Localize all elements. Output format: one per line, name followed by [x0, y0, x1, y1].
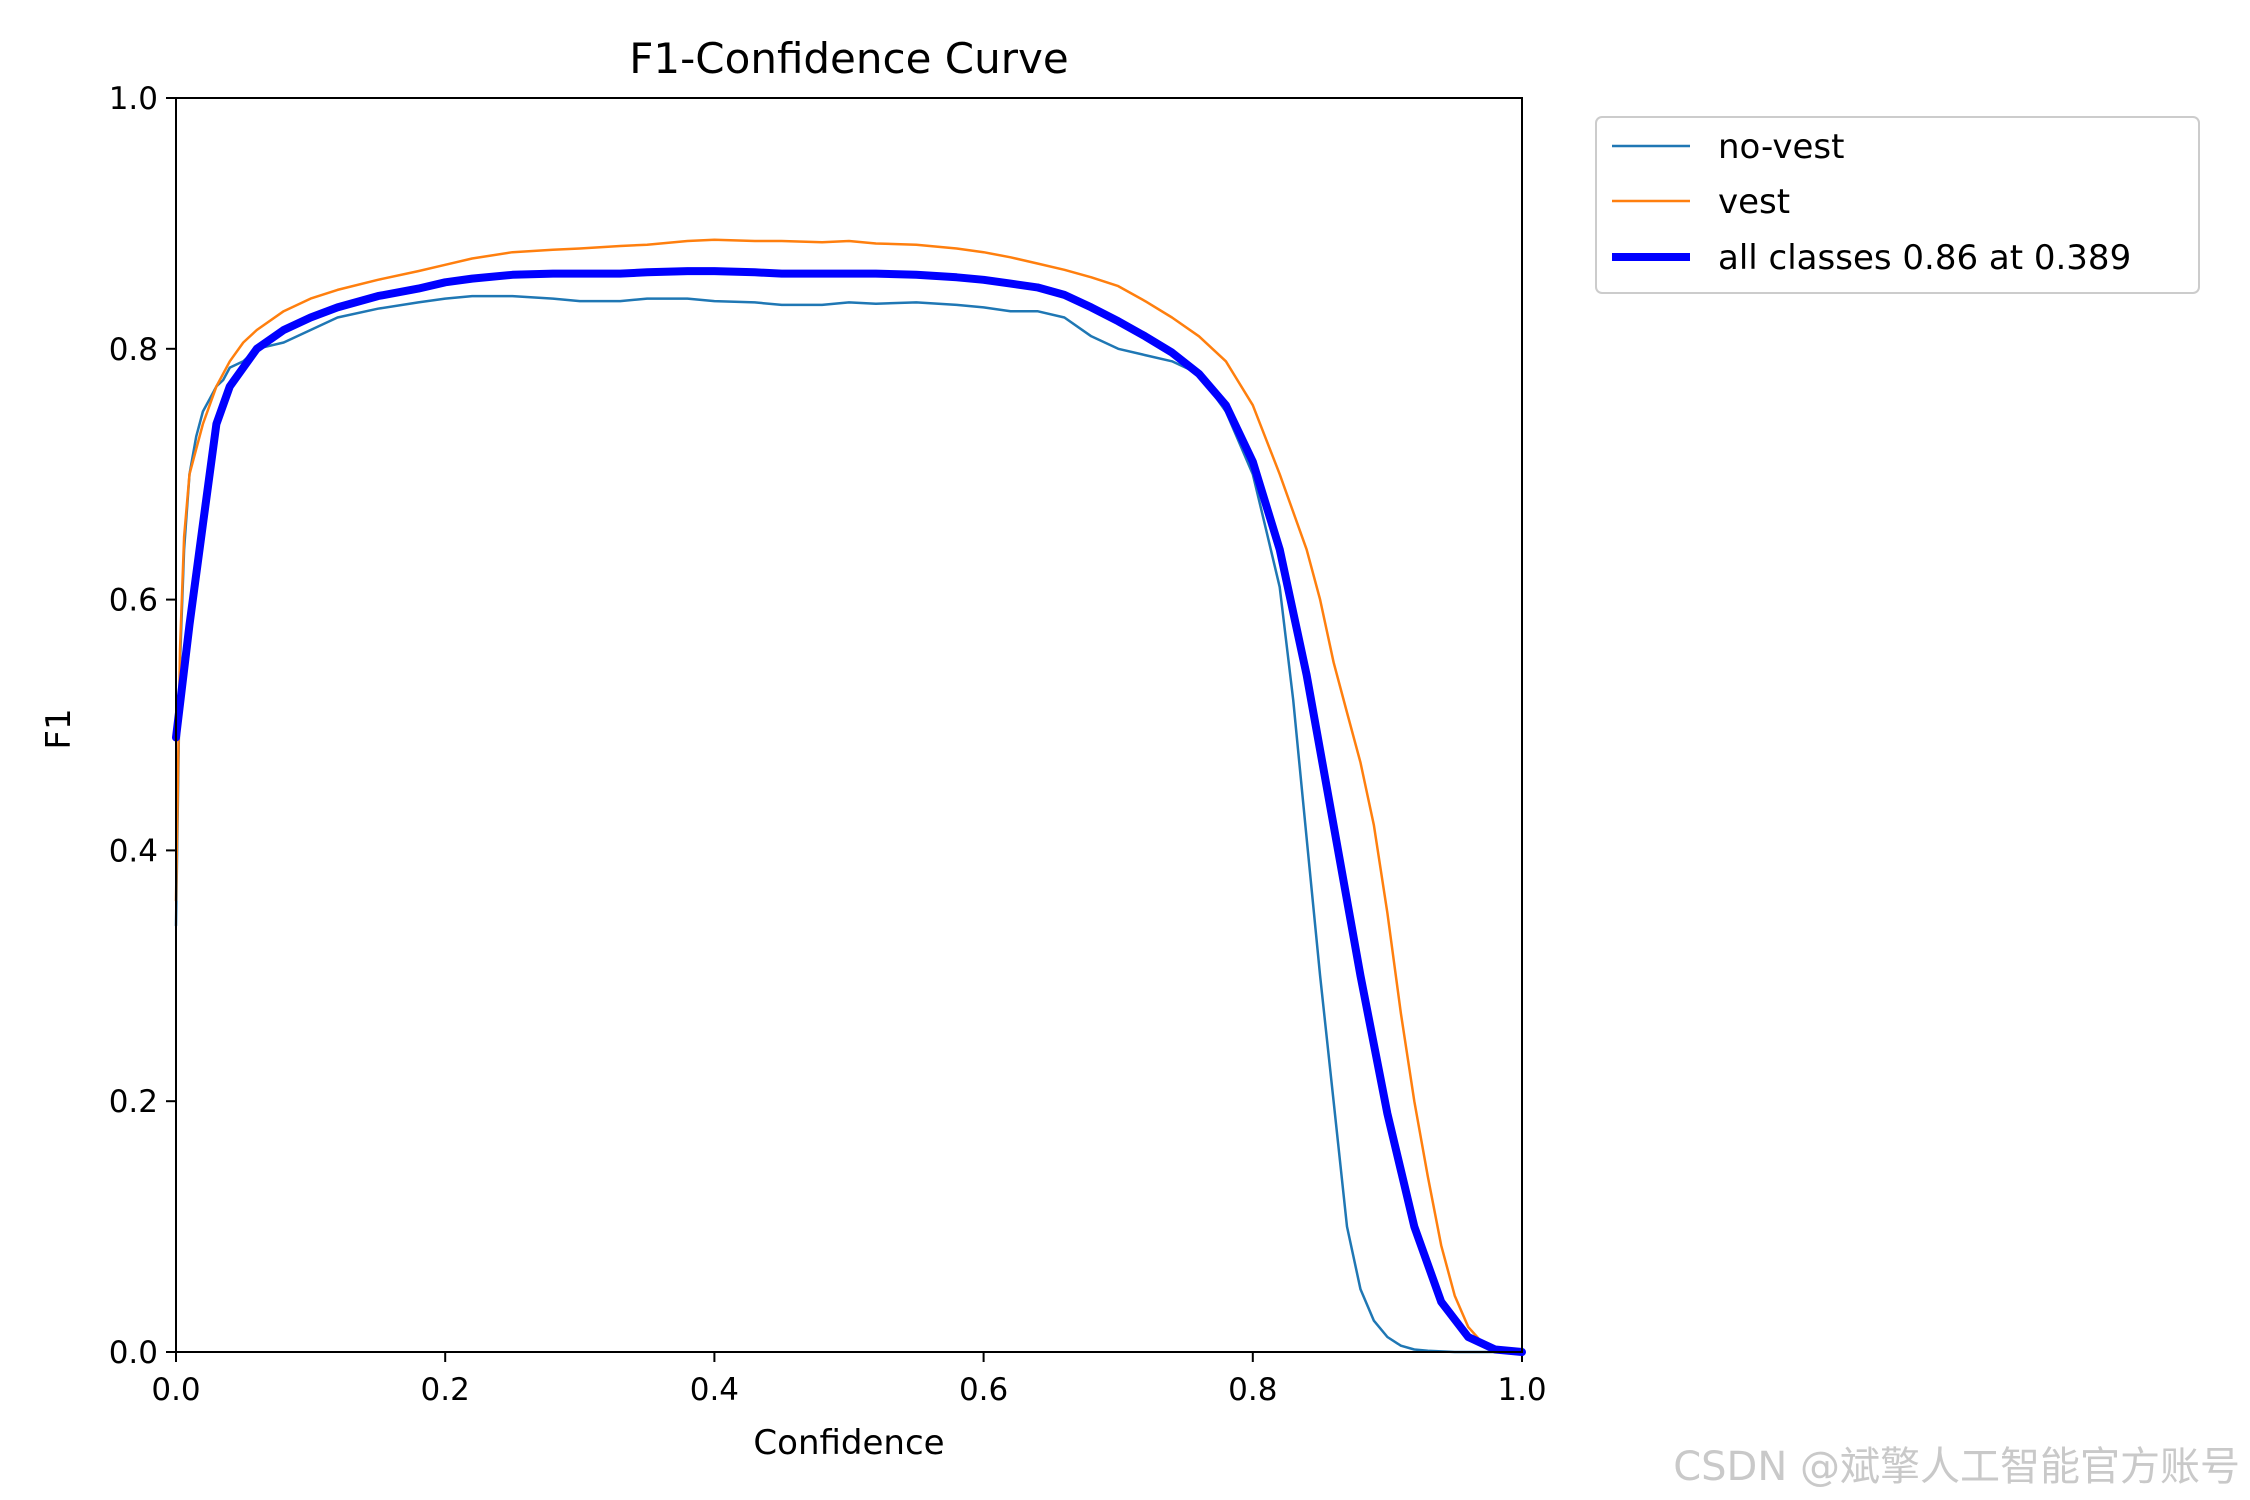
- y-tick-label: 0.6: [109, 583, 158, 619]
- y-axis: 0.0 0.2 0.4 0.6 0.8 1.0: [109, 81, 176, 1371]
- y-axis-label: F1: [39, 708, 79, 749]
- y-tick-label: 0.8: [109, 332, 158, 368]
- x-axis: 0.0 0.2 0.4 0.6 0.8 1.0: [151, 1352, 1547, 1408]
- x-tick-label: 0.0: [151, 1372, 200, 1408]
- x-tick-label: 0.6: [959, 1372, 1008, 1408]
- legend-label-all-classes-0-86-at-0-389: all classes 0.86 at 0.389: [1718, 238, 2131, 278]
- legend-label-no-vest: no-vest: [1718, 127, 1844, 167]
- series-line-no-vest: [174, 294, 1524, 1354]
- x-tick-label: 0.2: [421, 1372, 470, 1408]
- x-axis-label: Confidence: [753, 1423, 944, 1463]
- watermark: CSDN @斌擎人工智能官方账号: [1673, 1444, 2240, 1490]
- legend-label-vest: vest: [1718, 182, 1790, 222]
- legend-box: [1595, 116, 2200, 294]
- series-line-vest: [174, 238, 1524, 1354]
- x-tick-label: 0.8: [1228, 1372, 1277, 1408]
- y-tick-label: 0.2: [109, 1084, 158, 1120]
- x-tick-label: 0.4: [690, 1372, 739, 1408]
- legend: no-vest vest all classes 0.86 at 0.389: [1595, 116, 2200, 294]
- series-line-all-classes-0-86-at-0-389: [172, 267, 1526, 1356]
- y-tick-label: 1.0: [109, 81, 158, 117]
- series-lines: [172, 238, 1526, 1356]
- y-tick-label: 0.0: [109, 1335, 158, 1371]
- plot-frame: [175, 97, 1523, 1353]
- chart-title: F1-Confidence Curve: [629, 34, 1068, 83]
- y-tick-label: 0.4: [109, 833, 158, 869]
- x-tick-label: 1.0: [1497, 1372, 1546, 1408]
